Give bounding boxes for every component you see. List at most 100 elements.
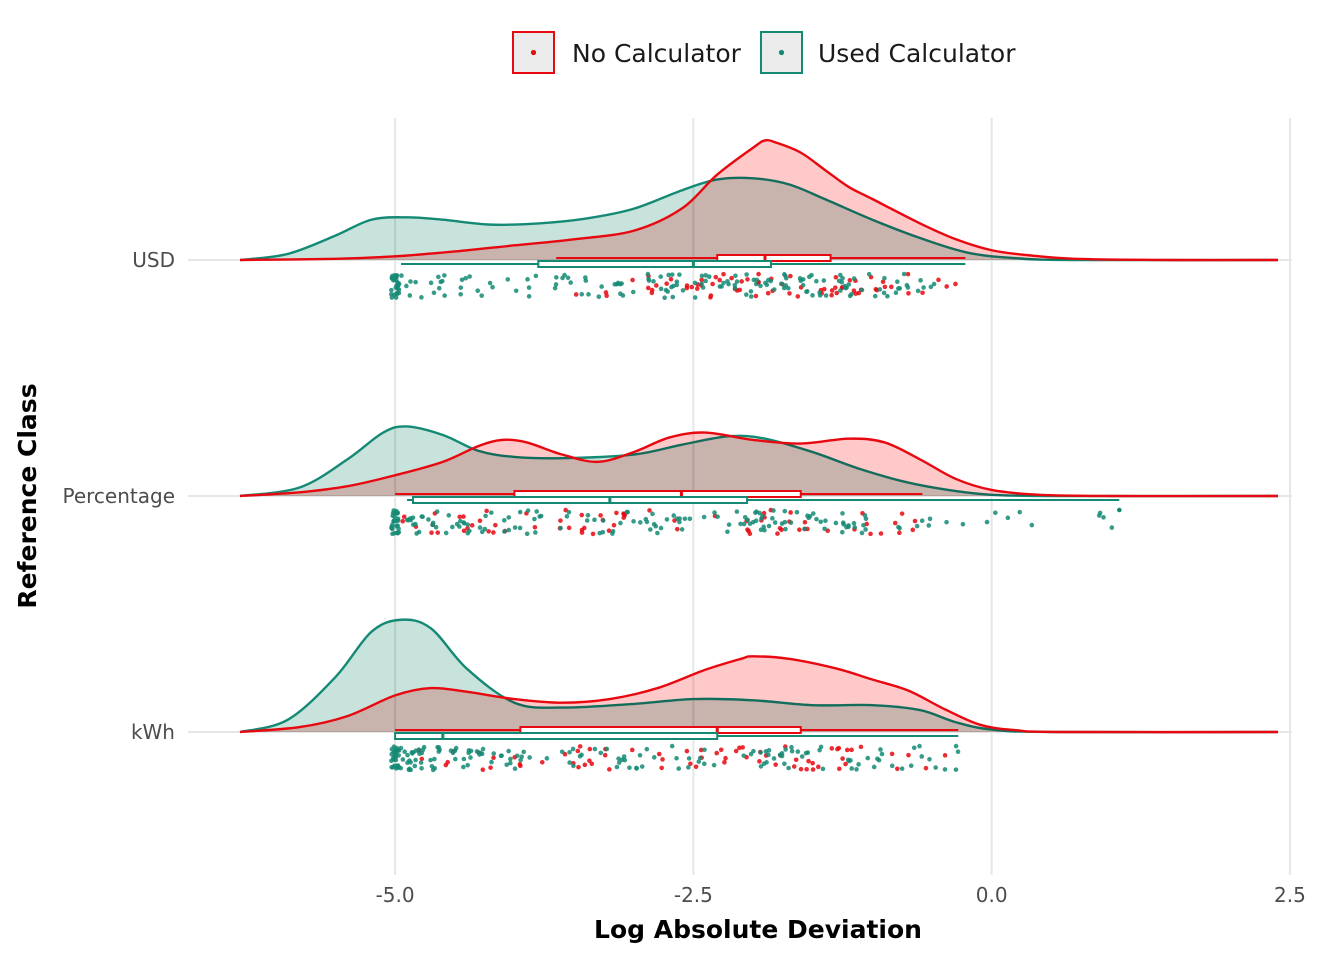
rain-point-used-calculator (663, 287, 669, 293)
rain-point-no-calculator (829, 292, 834, 298)
rain-point-used-calculator (814, 516, 819, 522)
rain-point-no-calculator (791, 764, 797, 769)
rain-point-used-calculator (419, 765, 424, 771)
rain-point-used-calculator (408, 279, 413, 284)
rain-point-no-calculator (435, 530, 441, 535)
rain-point-used-calculator (927, 516, 933, 522)
rain-point-no-calculator (797, 527, 802, 533)
rain-point-used-calculator (521, 749, 527, 755)
rain-point-no-calculator (746, 528, 751, 534)
rain-point-used-calculator (457, 524, 462, 529)
rain-point-used-calculator (646, 276, 651, 282)
rain-point-used-calculator (686, 765, 691, 770)
rain-point-used-calculator (658, 274, 664, 279)
rain-point-used-calculator (524, 531, 530, 537)
rain-point-no-calculator (847, 277, 853, 283)
rain-point-used-calculator (390, 756, 396, 761)
rain-point-used-calculator (682, 516, 688, 522)
rain-point-no-calculator (912, 518, 918, 524)
box-iqr-used-calculator-kwh (394, 732, 719, 740)
rain-point-used-calculator (585, 512, 591, 518)
rain-point-no-calculator (710, 281, 715, 287)
rain-point-used-calculator (396, 529, 402, 535)
rain-point-no-calculator (400, 518, 406, 524)
rain-point-used-calculator (651, 279, 656, 284)
rain-point-used-calculator (846, 524, 851, 530)
rain-point-no-calculator (493, 522, 498, 528)
rain-point-no-calculator (575, 748, 581, 754)
rain-point-no-calculator (829, 746, 835, 751)
rain-point-used-calculator (650, 511, 655, 517)
rain-point-used-calculator (651, 755, 657, 760)
rain-point-used-calculator (763, 280, 768, 286)
rain-point-no-calculator (757, 759, 762, 764)
rain-point-used-calculator (901, 271, 907, 277)
box-iqr-used-calculator-percentage (412, 496, 749, 504)
rain-point-used-calculator (408, 760, 413, 765)
rain-point-used-calculator (771, 756, 777, 761)
rain-point-used-calculator (846, 758, 852, 764)
rain-point-used-calculator (508, 760, 513, 766)
rain-point-no-calculator (708, 293, 714, 298)
rain-point-used-calculator (839, 529, 845, 535)
rain-point-used-calculator (413, 521, 418, 527)
rain-point-used-calculator (702, 747, 707, 753)
rain-point-used-calculator (721, 280, 726, 286)
rain-point-no-calculator (576, 764, 581, 770)
rain-point-used-calculator (442, 273, 447, 278)
rain-point-used-calculator (479, 293, 484, 298)
rain-point-used-calculator (393, 752, 399, 758)
rain-point-no-calculator (579, 512, 585, 518)
rain-point-no-calculator (539, 759, 545, 765)
rain-point-used-calculator (763, 749, 769, 754)
rain-point-used-calculator (843, 285, 848, 291)
rain-point-used-calculator (712, 510, 717, 515)
rain-point-used-calculator (861, 522, 866, 528)
rain-point-no-calculator (573, 292, 579, 297)
legend-dot-no-calculator (530, 49, 537, 56)
rain-point-used-calculator (931, 281, 937, 287)
rain-point-used-calculator (833, 520, 839, 526)
rain-point-used-calculator (814, 278, 819, 284)
x-tick-label: 2.5 (1274, 883, 1306, 907)
rain-point-no-calculator (834, 290, 840, 296)
rain-point-used-calculator (631, 519, 636, 524)
rain-point-used-calculator (960, 521, 966, 527)
rain-point-used-calculator (404, 517, 410, 523)
rain-point-used-calculator (782, 519, 788, 525)
rain-point-no-calculator (745, 277, 750, 282)
rain-point-used-calculator (809, 272, 814, 278)
rain-point-used-calculator (391, 518, 397, 524)
rain-point-used-calculator (783, 283, 789, 288)
rain-point-used-calculator (534, 509, 539, 514)
rain-point-used-calculator (706, 274, 712, 279)
rain-point-used-calculator (450, 524, 455, 530)
rain-point-used-calculator (748, 289, 754, 294)
x-axis-title: Log Absolute Deviation (594, 915, 922, 944)
rain-point-used-calculator (442, 293, 447, 298)
rain-point-used-calculator (405, 752, 410, 758)
rain-point-used-calculator (506, 748, 511, 754)
rain-point-used-calculator (517, 525, 523, 531)
rain-point-used-calculator (674, 755, 679, 761)
rain-point-used-calculator (599, 284, 604, 289)
rain-point-used-calculator (620, 293, 626, 298)
rain-point-used-calculator (711, 762, 717, 768)
rain-point-no-calculator (688, 761, 693, 767)
rain-point-used-calculator (446, 513, 452, 518)
rain-point-used-calculator (743, 292, 749, 297)
rain-point-no-calculator (836, 745, 842, 751)
rain-point-used-calculator (655, 530, 660, 536)
rain-point-used-calculator (878, 747, 883, 752)
rain-point-used-calculator (859, 287, 865, 293)
rain-point-used-calculator (398, 745, 404, 751)
rain-point-used-calculator (1029, 522, 1035, 528)
rain-point-used-calculator (863, 516, 869, 522)
rain-point-no-calculator (654, 283, 659, 288)
rain-point-no-calculator (920, 290, 925, 296)
rain-point-no-calculator (694, 286, 700, 291)
rain-point-used-calculator (398, 765, 404, 771)
rain-point-used-calculator (797, 276, 803, 281)
density-area-no-calculator-usd (240, 140, 1278, 261)
rain-point-no-calculator (457, 514, 463, 520)
